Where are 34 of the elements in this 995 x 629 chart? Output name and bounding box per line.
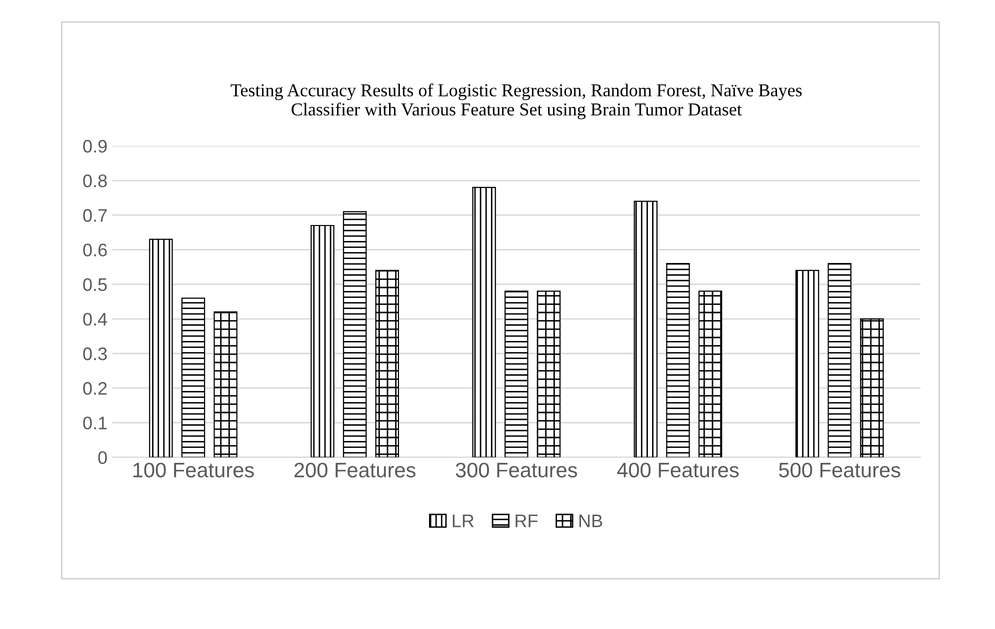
x-tick-label: 300 Features <box>456 462 578 478</box>
bar <box>342 211 367 458</box>
bar <box>472 186 496 458</box>
bar <box>504 290 528 458</box>
bar <box>795 270 820 458</box>
bar <box>181 298 206 458</box>
legend-label: LR <box>452 514 474 528</box>
x-tick-label: 100 Features <box>133 462 254 478</box>
x-tick-label: 200 Features <box>294 462 416 478</box>
x-tick-label: 400 Features <box>617 462 739 478</box>
bar <box>698 290 722 458</box>
bar <box>536 290 561 458</box>
y-tick-label: 0.2 <box>83 382 107 395</box>
legend-label: NB <box>579 514 602 528</box>
y-tick-label: 0.5 <box>83 278 107 292</box>
x-tick-label: 500 Features <box>779 462 900 478</box>
y-tick-label: 0.6 <box>83 244 107 256</box>
y-tick-label: 0.7 <box>83 209 107 222</box>
bar <box>634 200 658 458</box>
y-tick-label: 0.4 <box>83 312 108 326</box>
bar <box>375 270 399 458</box>
bar <box>149 238 173 458</box>
y-tick-label: 0.8 <box>83 174 107 188</box>
legend-label: RF <box>516 514 538 528</box>
bar <box>828 262 852 458</box>
bar <box>860 318 884 458</box>
y-tick-label: 0.1 <box>83 416 107 430</box>
y-tick-label: 0 <box>98 451 107 464</box>
bar <box>310 224 334 458</box>
y-tick-label: 0.9 <box>83 140 107 153</box>
chart-title: Testing Accuracy Results of Logistic Regression, Random Forest, Naïve Bayes Classifier with Various Feature Set using Brain Tumor Dataset <box>230 84 802 120</box>
y-tick-label: 0.3 <box>83 347 107 360</box>
bar <box>214 311 238 458</box>
bar <box>666 262 690 458</box>
